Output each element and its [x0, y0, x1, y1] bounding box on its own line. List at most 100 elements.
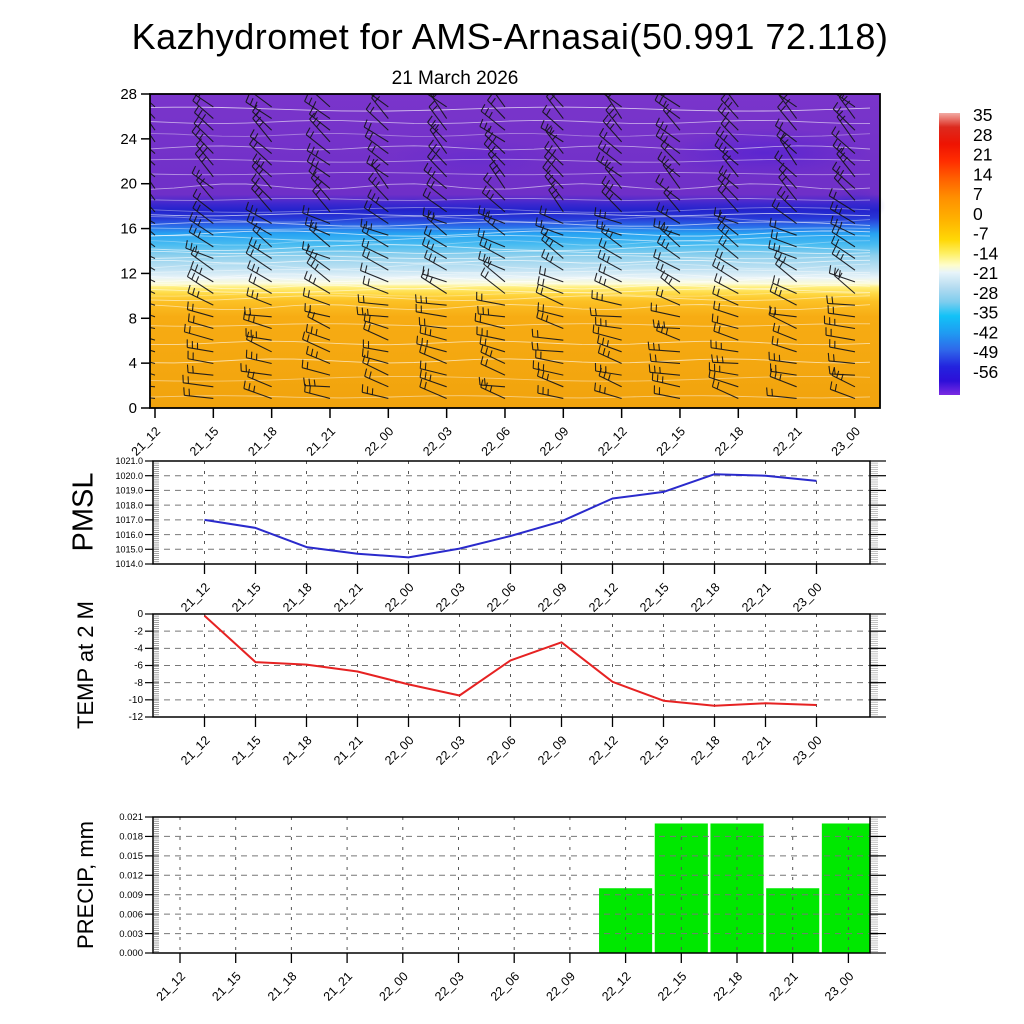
precip-panel: 0.021 0.018 0.015 0.012 0.009 0.006 0.003 0.000… — [119, 812, 886, 1004]
precip-y-tick-label: 0.000 — [119, 948, 143, 959]
precip-y-tick-label: 0.021 — [119, 812, 143, 823]
pmsl-y-tick-label: 1019.0 — [115, 486, 143, 496]
x-tick-label: 22_15 — [655, 969, 690, 1004]
pmsl-y-tick-label: 1021.0 — [115, 456, 143, 466]
temp_2m-y-tick-label: -6 — [134, 661, 143, 672]
precip-y-tick-label: 0.015 — [119, 851, 143, 862]
x-tick-label: 22_21 — [766, 969, 801, 1004]
temp_2m-line — [203, 614, 817, 707]
x-tick-label: 22_21 — [739, 580, 774, 615]
pmsl-y-tick-label: 1016.0 — [115, 530, 143, 540]
x-tick-label: 21_18 — [280, 733, 315, 768]
colorbar-label: -56 — [973, 362, 998, 382]
colorbar-label: -42 — [973, 322, 998, 342]
x-tick-label: 21_21 — [321, 969, 356, 1004]
x-tick-label: 21_18 — [265, 969, 300, 1004]
temp_2m-y-tick-label: -12 — [129, 712, 144, 723]
pmsl-y-tick-label: 1015.0 — [115, 544, 143, 554]
x-tick-label: 22_15 — [637, 580, 672, 615]
pmsl-y-tick-label: 1017.0 — [115, 515, 143, 525]
x-tick-label: 21_18 — [245, 424, 280, 459]
x-tick-label: 22_21 — [739, 733, 774, 768]
page-title: Kazhydromet for AMS-Arnasai(50.991 72.11… — [131, 16, 889, 57]
x-tick-label: 22_06 — [479, 424, 514, 459]
colorbar-label: 0 — [973, 204, 983, 224]
x-tick-label: 21_15 — [229, 733, 264, 768]
x-tick-label: 22_18 — [688, 580, 723, 615]
x-tick-label: 22_12 — [586, 733, 621, 768]
x-tick-label: 22_03 — [432, 969, 467, 1004]
colorbar-label: 35 — [973, 105, 992, 125]
x-tick-label: 22_09 — [544, 969, 579, 1004]
x-tick-label: 22_12 — [599, 969, 634, 1004]
x-tick-label: 22_06 — [488, 969, 523, 1004]
x-tick-label: 22_15 — [637, 733, 672, 768]
x-tick-label: 22_12 — [595, 424, 630, 459]
colorbar-label: 14 — [973, 164, 993, 184]
temp_2m-y-tick-label: -8 — [134, 678, 143, 689]
x-tick-label: 21_12 — [178, 733, 213, 768]
x-tick-label: 22_09 — [535, 580, 570, 615]
x-tick-label: 22_06 — [484, 580, 519, 615]
x-tick-label: 21_12 — [178, 580, 213, 615]
temp_2m-panel: 0 -2 -4 -6 -8 -10 -12 21_12 21_15 21_18 21_21 22_00… — [129, 609, 886, 768]
x-tick-label: 21_15 — [187, 424, 222, 459]
x-tick-label: 22_18 — [712, 424, 747, 459]
x-tick-label: 22_09 — [535, 733, 570, 768]
x-tick-label: 22_00 — [376, 969, 411, 1004]
upper-air-axes: 0 4 8 12 16 20 24 28 — [120, 86, 881, 418]
pmsl-line — [204, 473, 817, 559]
pmsl-x-labels: 21_12 21_15 21_18 21_21 22_00 22_03 22_06 22_09… — [178, 580, 825, 615]
x-tick-label: 21_18 — [280, 580, 315, 615]
x-tick-label: 23_00 — [822, 969, 857, 1004]
x-tick-label: 23_00 — [829, 424, 864, 459]
upper-x-labels: 21_12 21_15 21_18 21_21 22_00 22_03 22_06 22_09… — [129, 424, 863, 459]
x-tick-label: 21_12 — [154, 969, 189, 1004]
x-tick-label: 22_15 — [654, 424, 689, 459]
colorbar-label: -14 — [973, 243, 999, 263]
precip-y-tick-label: 0.006 — [119, 909, 143, 920]
temp_2m-y-tick-label: 0 — [137, 609, 143, 620]
x-tick-label: 22_06 — [484, 733, 519, 768]
upper-y-tick-label: 12 — [120, 265, 137, 282]
temp_2m-y-tick-label: -2 — [134, 626, 143, 637]
x-tick-label: 21_21 — [331, 580, 366, 615]
x-tick-label: 22_03 — [433, 580, 468, 615]
temperature-colorbar — [939, 113, 960, 395]
colorbar-label: 7 — [973, 184, 983, 204]
precip-y-tick-label: 0.012 — [119, 870, 143, 881]
x-tick-label: 23_00 — [790, 733, 825, 768]
x-tick-label: 22_00 — [382, 733, 417, 768]
precip-x-labels: 21_12 21_15 21_18 21_21 22_00 22_03 22_06 22_09… — [154, 969, 857, 1004]
x-tick-label: 22_00 — [382, 580, 417, 615]
temp_2m-x-labels: 21_12 21_15 21_18 21_21 22_00 22_03 22_06 22_09… — [178, 733, 825, 768]
precip-y-tick-label: 0.009 — [119, 890, 143, 901]
x-tick-label: 22_00 — [362, 424, 397, 459]
colorbar-label: 28 — [973, 125, 992, 145]
pmsl-y-tick-label: 1018.0 — [115, 500, 143, 510]
upper-y-tick-label: 8 — [129, 310, 137, 327]
upper-y-tick-label: 24 — [120, 131, 137, 148]
date-subtitle: 21 March 2026 — [391, 68, 519, 89]
temp_2m-y-tick-label: -4 — [134, 644, 143, 655]
x-tick-label: 22_03 — [433, 733, 468, 768]
upper-y-tick-label: 4 — [129, 355, 137, 372]
x-tick-label: 21_15 — [229, 580, 264, 615]
x-tick-label: 22_21 — [770, 424, 805, 459]
wind-barbs — [150, 94, 856, 400]
pmsl-y-tick-label: 1020.0 — [115, 471, 143, 481]
colorbar-label: -7 — [973, 224, 989, 244]
colorbar-label: 21 — [973, 145, 992, 165]
x-tick-label: 22_03 — [420, 424, 455, 459]
upper-y-tick-label: 16 — [120, 221, 137, 238]
colorbar-label: -28 — [973, 283, 998, 303]
x-tick-label: 21_12 — [129, 424, 164, 459]
colorbar-label: -49 — [973, 342, 998, 362]
upper-y-tick-label: 0 — [129, 400, 137, 417]
colorbar-label: -35 — [973, 303, 998, 323]
x-tick-label: 22_18 — [711, 969, 746, 1004]
upper-air-contour-lines — [150, 106, 871, 399]
